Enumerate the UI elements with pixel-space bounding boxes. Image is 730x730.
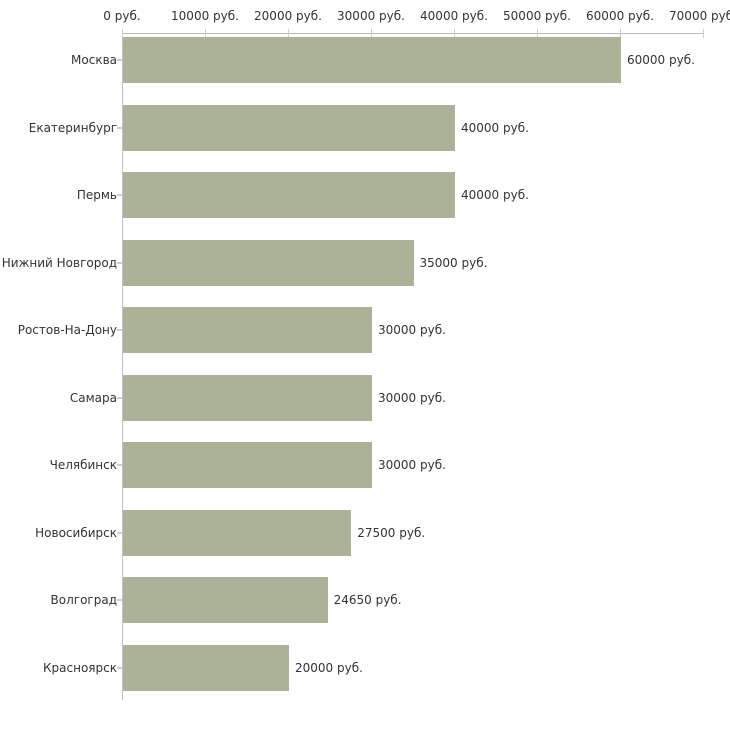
bar[interactable] [123, 104, 455, 151]
value-label: 30000 руб. [378, 458, 446, 472]
category-label: Екатеринбург [28, 120, 117, 135]
value-label: 27500 руб. [357, 525, 426, 540]
y-axis-line [122, 33, 123, 700]
category-tick [117, 464, 122, 466]
x-axis-tick-label: 30000 руб. [337, 9, 405, 23]
value-label: 40000 руб. [461, 120, 529, 135]
x-axis-tick-label: 70000 руб. [669, 9, 730, 23]
bar-row: Пермь 40000 руб. [0, 172, 730, 218]
x-axis-tick-label: 60000 руб. [586, 9, 654, 23]
value-label: 24650 руб. [333, 593, 402, 607]
x-axis-tick [371, 29, 372, 38]
category-label: Москва [71, 53, 117, 67]
x-axis-line [122, 33, 704, 34]
bar[interactable] [123, 577, 328, 623]
category-label: Самара [69, 390, 117, 405]
bar-row: Екатеринбург 40000 руб. [0, 104, 730, 151]
x-axis-tick-label: 10000 руб. [171, 9, 239, 23]
x-axis-tick [205, 29, 206, 38]
category-tick [117, 599, 122, 601]
value-label: 30000 руб. [378, 390, 446, 405]
x-axis-tick [288, 29, 289, 38]
category-label: Красноярск [43, 660, 117, 675]
bar-row: Волгоград 24650 руб. [0, 577, 730, 623]
bar[interactable] [123, 442, 372, 488]
bar-row: Ростов-На-Дону 30000 руб. [0, 307, 730, 353]
category-tick [117, 194, 122, 196]
category-label: Челябинск [49, 458, 117, 472]
bar-row: Челябинск 30000 руб. [0, 442, 730, 488]
bar-row: Новосибирск 27500 руб. [0, 509, 730, 556]
bar[interactable] [123, 172, 455, 218]
x-axis-tick [122, 29, 123, 38]
category-label: Ростов-На-Дону [17, 323, 117, 337]
x-axis-tick [703, 29, 704, 38]
bar[interactable] [123, 307, 372, 353]
bar-row: Москва 60000 руб. [0, 37, 730, 83]
category-label: Волгоград [50, 593, 117, 607]
bar-row: Нижний Новгород 35000 руб. [0, 239, 730, 286]
bar[interactable] [123, 37, 621, 83]
category-tick [117, 261, 122, 264]
category-tick [117, 329, 122, 331]
bar[interactable] [123, 374, 372, 421]
x-axis-tick-label: 20000 руб. [254, 9, 322, 23]
x-axis-tick-label: 50000 руб. [503, 9, 571, 23]
value-label: 30000 руб. [378, 323, 446, 337]
category-tick [117, 666, 122, 669]
x-axis-tick-label: 0 руб. [103, 9, 141, 23]
bar[interactable] [123, 509, 352, 556]
category-tick [117, 531, 122, 534]
bar[interactable] [123, 239, 414, 286]
value-label: 60000 руб. [627, 53, 695, 67]
bar-row: Самара 30000 руб. [0, 374, 730, 421]
x-axis-tick [454, 29, 455, 38]
category-tick [117, 126, 122, 129]
value-label: 20000 руб. [295, 660, 363, 675]
value-label: 40000 руб. [461, 188, 529, 202]
category-label: Пермь [76, 188, 117, 202]
x-axis-tick [537, 29, 538, 38]
x-axis-tick-label: 40000 руб. [420, 9, 488, 23]
category-tick [117, 59, 122, 61]
bar[interactable] [123, 644, 289, 691]
category-tick [117, 396, 122, 399]
value-label: 35000 руб. [419, 255, 488, 270]
category-label: Новосибирск [35, 525, 117, 540]
category-label: Нижний Новгород [1, 255, 117, 270]
bar-row: Красноярск 20000 руб. [0, 644, 730, 691]
x-axis-tick [620, 29, 621, 38]
